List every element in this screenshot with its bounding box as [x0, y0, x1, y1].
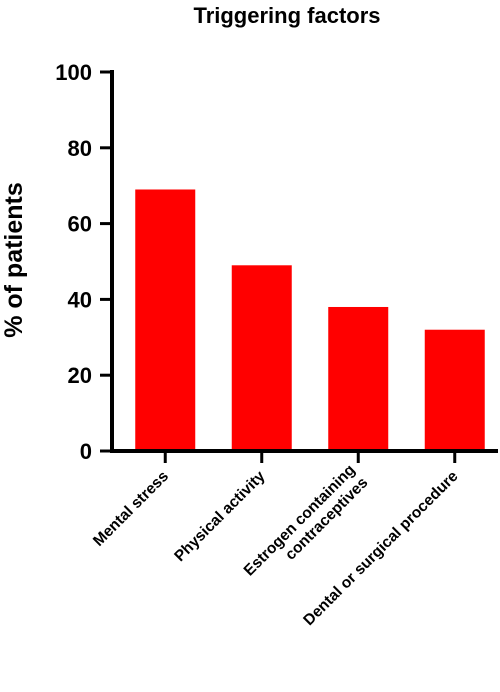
x-tick-label: Physical activity: [171, 468, 269, 566]
y-tick-label: 80: [68, 136, 92, 161]
bar: [231, 265, 292, 451]
bar: [424, 329, 485, 451]
y-ticks: 0 20 40 60 80 100: [55, 60, 112, 464]
x-tick-label: Mental stress: [90, 468, 172, 550]
bar: [328, 306, 389, 451]
y-tick-label: 40: [68, 287, 92, 312]
y-axis-label: % of patients: [0, 182, 28, 338]
chart-title: Triggering factors: [193, 3, 380, 28]
y-tick-label: 0: [80, 439, 92, 464]
bar: [135, 189, 196, 452]
bars: [135, 189, 485, 452]
y-tick-label: 100: [55, 60, 92, 85]
y-tick-label: 20: [68, 363, 92, 388]
axes: [110, 70, 498, 453]
y-tick-label: 60: [68, 212, 92, 237]
